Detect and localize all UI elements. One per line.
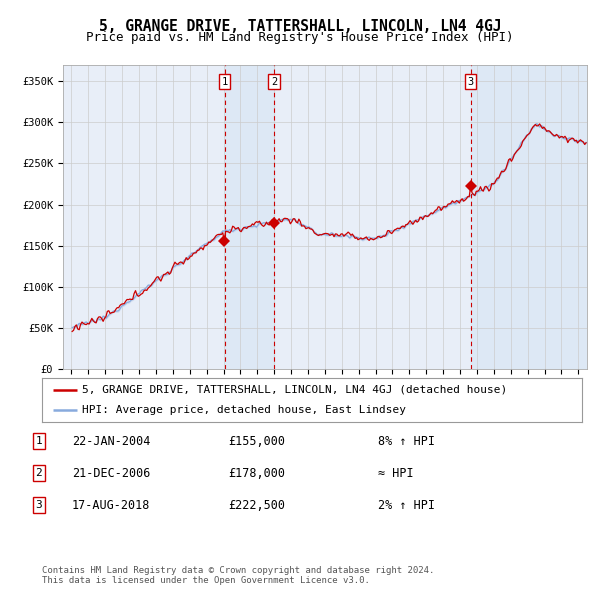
Text: 5, GRANGE DRIVE, TATTERSHALL, LINCOLN, LN4 4GJ (detached house): 5, GRANGE DRIVE, TATTERSHALL, LINCOLN, L… [83, 385, 508, 395]
Text: £155,000: £155,000 [228, 435, 285, 448]
Text: 21-DEC-2006: 21-DEC-2006 [72, 467, 151, 480]
Text: 3: 3 [35, 500, 43, 510]
Text: HPI: Average price, detached house, East Lindsey: HPI: Average price, detached house, East… [83, 405, 407, 415]
Text: Price paid vs. HM Land Registry's House Price Index (HPI): Price paid vs. HM Land Registry's House … [86, 31, 514, 44]
Text: 22-JAN-2004: 22-JAN-2004 [72, 435, 151, 448]
Text: £178,000: £178,000 [228, 467, 285, 480]
Text: £222,500: £222,500 [228, 499, 285, 512]
Text: 2% ↑ HPI: 2% ↑ HPI [378, 499, 435, 512]
Bar [471, 65, 588, 369]
Bar [225, 65, 274, 369]
Text: 1: 1 [221, 77, 228, 87]
Text: 17-AUG-2018: 17-AUG-2018 [72, 499, 151, 512]
Text: 8% ↑ HPI: 8% ↑ HPI [378, 435, 435, 448]
Text: 3: 3 [467, 77, 474, 87]
Text: 2: 2 [271, 77, 277, 87]
Text: 2: 2 [35, 468, 43, 478]
Text: Contains HM Land Registry data © Crown copyright and database right 2024.
This d: Contains HM Land Registry data © Crown c… [42, 566, 434, 585]
Text: ≈ HPI: ≈ HPI [378, 467, 413, 480]
Text: 5, GRANGE DRIVE, TATTERSHALL, LINCOLN, LN4 4GJ: 5, GRANGE DRIVE, TATTERSHALL, LINCOLN, L… [99, 19, 501, 34]
Text: 1: 1 [35, 437, 43, 446]
